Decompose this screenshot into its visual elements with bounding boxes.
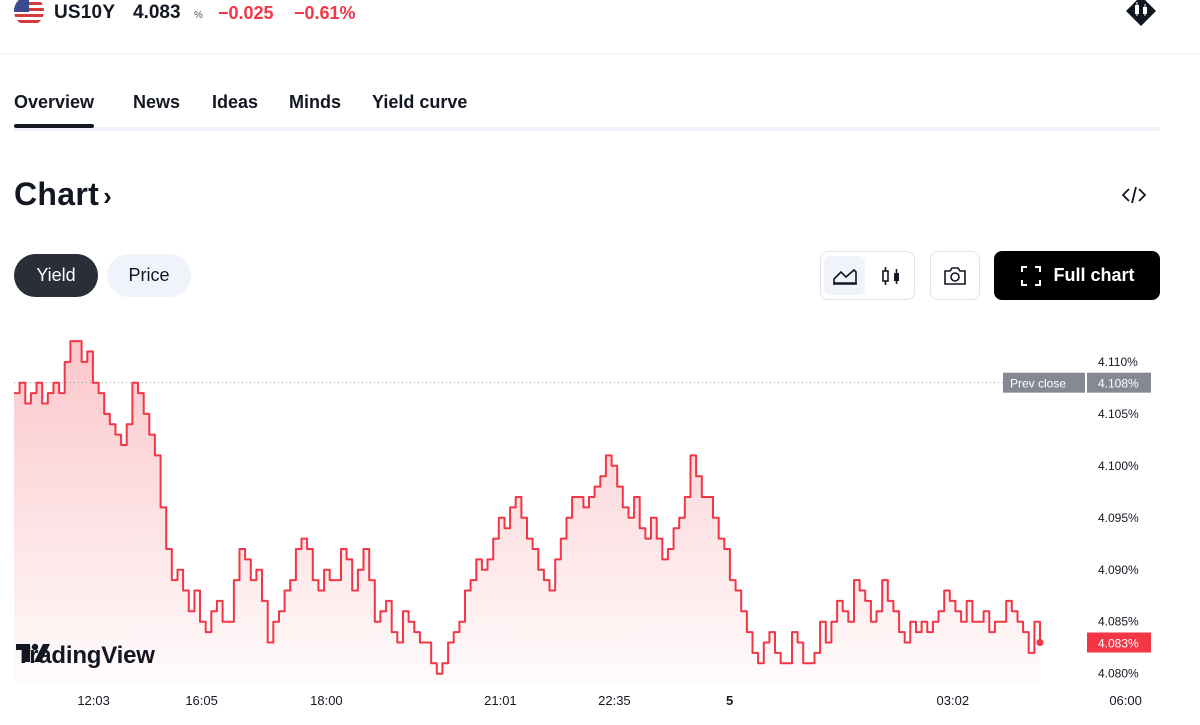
chart-section-link[interactable]: Chart › — [14, 176, 112, 213]
x-tick-label: 21:01 — [484, 693, 517, 708]
candles-brand-icon[interactable] — [1124, 0, 1158, 28]
tab-overview[interactable]: Overview — [14, 92, 95, 128]
x-tick-label: 03:02 — [937, 693, 970, 708]
y-tick-label: 4.080% — [1098, 667, 1139, 681]
value-unit: % — [194, 10, 203, 21]
full-chart-button[interactable]: Full chart — [994, 251, 1160, 300]
symbol-name: US10Y — [54, 2, 116, 23]
prev-close-label: Prev close — [1010, 377, 1066, 391]
series-area — [14, 341, 1040, 682]
tradingview-watermark: TradingView — [16, 642, 155, 670]
y-tick-label: 4.110% — [1098, 355, 1138, 369]
series-line — [14, 340, 1041, 675]
prev-close-badge — [1003, 372, 1085, 393]
us-flag-icon — [14, 0, 44, 26]
tab-yield-curve[interactable]: Yield curve — [372, 92, 468, 112]
x-tick-label: 06:00 — [1109, 693, 1142, 708]
x-tick-label: 18:00 — [310, 693, 343, 708]
symbol-header: US10Y 4.083 % −0.025 −0.61% — [0, 0, 1200, 54]
change-value: −0.025 — [218, 3, 274, 23]
y-tick-label: 4.100% — [1098, 459, 1139, 473]
tabs-underline — [14, 127, 1160, 131]
chart-style-switcher — [820, 251, 915, 300]
prev-close-value: 4.108% — [1098, 377, 1139, 391]
camera-icon[interactable] — [930, 251, 980, 300]
code-embed-icon[interactable] — [1118, 180, 1150, 210]
last-value: 4.083 — [133, 2, 181, 23]
last-value-label: 4.083% — [1098, 637, 1139, 651]
last-point-dot — [1036, 639, 1044, 647]
full-chart-label: Full chart — [1053, 265, 1135, 285]
y-tick-label: 4.090% — [1098, 563, 1139, 577]
tab-minds[interactable]: Minds — [289, 92, 341, 112]
area-chart-icon[interactable] — [824, 256, 865, 295]
x-tick-label: 22:35 — [598, 693, 631, 708]
fullscreen-icon — [1021, 265, 1042, 286]
y-tick-label: 4.095% — [1098, 511, 1139, 525]
candles-chart-icon[interactable] — [870, 256, 911, 295]
x-tick-label: 16:05 — [185, 693, 218, 708]
last-value-badge — [1087, 632, 1151, 653]
tab-bar: Overview News Ideas Minds Yield curve — [14, 92, 1160, 130]
change-percent: −0.61% — [294, 3, 356, 23]
x-tick-label: 12:03 — [77, 693, 110, 708]
prev-close-value-badge — [1087, 372, 1151, 393]
tradingview-logo-icon — [16, 643, 50, 662]
yield-toggle-button[interactable]: Yield — [14, 254, 98, 297]
price-toggle-button[interactable]: Price — [107, 254, 191, 297]
chart-canvas: 4.110% 4.105% 4.100% 4.095% 4.090% 4.085% 4.08… — [14, 340, 1151, 708]
section-title: Chart — [14, 176, 100, 212]
x-tick-label: 5 — [726, 693, 733, 708]
tab-ideas[interactable]: Ideas — [212, 92, 259, 112]
tab-news[interactable]: News — [133, 92, 181, 112]
chevron-right-icon: › — [103, 181, 113, 211]
y-tick-label: 4.105% — [1098, 407, 1139, 421]
yield-chart[interactable]: 4.110% 4.105% 4.100% 4.095% 4.090% 4.085% 4.08… — [0, 312, 1200, 725]
y-tick-label: 4.085% — [1098, 615, 1139, 629]
